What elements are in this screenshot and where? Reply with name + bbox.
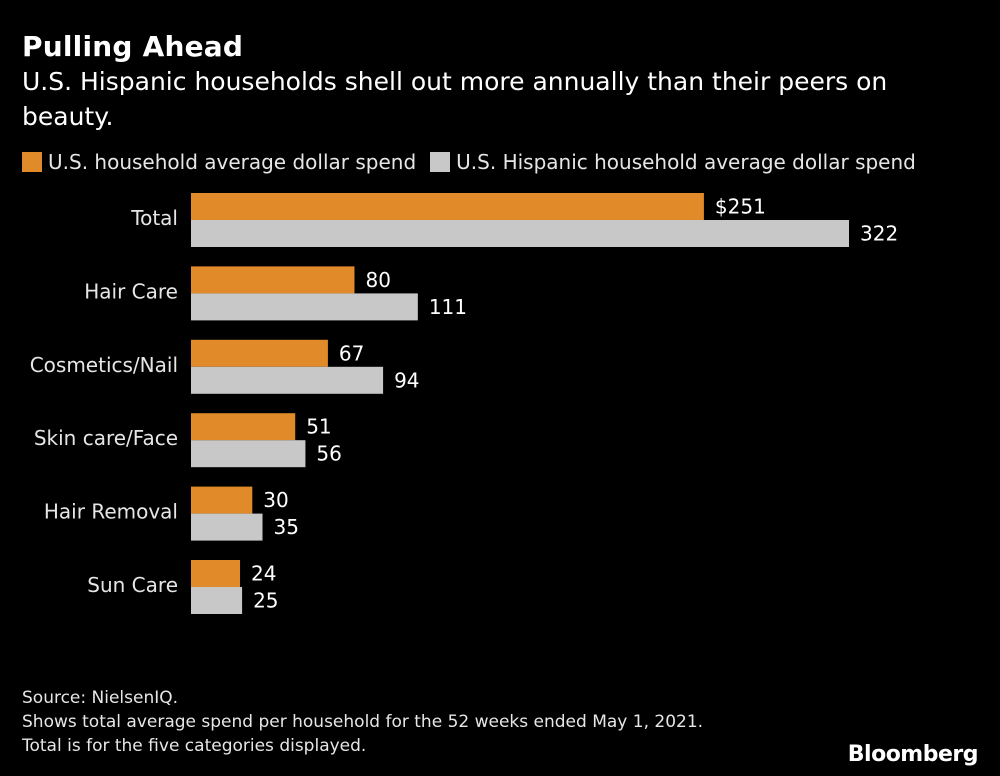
value-label-us-skin-care-face: 51	[306, 415, 331, 439]
value-label-hispanic-cosmetics-nail: 94	[394, 368, 419, 392]
bloomberg-logo: Bloomberg	[847, 742, 979, 767]
value-label-hispanic-hair-care: 111	[429, 295, 467, 319]
bar-hispanic-hair-care	[191, 293, 418, 321]
value-label-hispanic-skin-care-face: 56	[316, 442, 341, 466]
legend: U.S. household average dollar spend U.S.…	[22, 150, 930, 174]
bar-hispanic-sun-care	[191, 587, 243, 614]
legend-swatch-us	[22, 152, 42, 172]
bar-us-sun-care	[191, 560, 241, 587]
value-label-us-hair-removal: 30	[263, 488, 288, 512]
bar-hispanic-skin-care-face	[191, 440, 306, 468]
category-label-hair-removal: Hair Removal	[44, 500, 178, 524]
category-label-hair-care: Hair Care	[84, 279, 178, 303]
value-label-hispanic-hair-removal: 35	[274, 515, 299, 539]
source-note: Source: NielsenIQ.	[22, 688, 179, 708]
category-label-skin-care-face: Skin care/Face	[34, 426, 178, 450]
value-label-us-total: $251	[715, 195, 766, 219]
legend-label-us: U.S. household average dollar spend	[48, 150, 417, 174]
value-label-us-cosmetics-nail: 67	[339, 341, 364, 365]
legend-item-us: U.S. household average dollar spend	[22, 150, 416, 174]
value-label-us-sun-care: 24	[251, 562, 276, 586]
legend-item-hispanic: U.S. Hispanic household average dollar s…	[430, 150, 916, 174]
value-label-hispanic-sun-care: 25	[253, 589, 278, 613]
value-label-hispanic-total: 322	[860, 222, 898, 246]
bar-us-total	[191, 193, 704, 220]
bar-us-hair-removal	[191, 486, 253, 514]
bar-hispanic-total	[191, 220, 849, 247]
legend-label-hispanic: U.S. Hispanic household average dollar s…	[456, 150, 916, 174]
bar-hispanic-hair-removal	[191, 513, 263, 541]
period-note: Shows total average spend per household …	[22, 712, 704, 732]
category-label-total: Total	[130, 206, 178, 230]
legend-swatch-hispanic	[430, 152, 451, 172]
chart-title: Pulling Ahead	[22, 30, 244, 63]
footnotes: Source: NielsenIQ. Shows total average s…	[22, 686, 703, 758]
bar-chart: Total $251 322 Hair Care 80 111 Cosmetics/Nail…	[30, 193, 898, 614]
chart-subtitle: U.S. Hispanic households shell out more …	[22, 67, 888, 131]
bar-us-hair-care	[191, 266, 355, 294]
category-label-sun-care: Sun Care	[87, 573, 178, 597]
value-label-us-hair-care: 80	[365, 268, 390, 292]
total-note: Total is for the five categories display…	[22, 736, 367, 756]
bar-us-cosmetics-nail	[191, 339, 328, 367]
category-label-cosmetics-nail: Cosmetics/Nail	[30, 353, 178, 377]
bar-hispanic-cosmetics-nail	[191, 366, 384, 394]
bar-us-skin-care-face	[191, 413, 296, 441]
